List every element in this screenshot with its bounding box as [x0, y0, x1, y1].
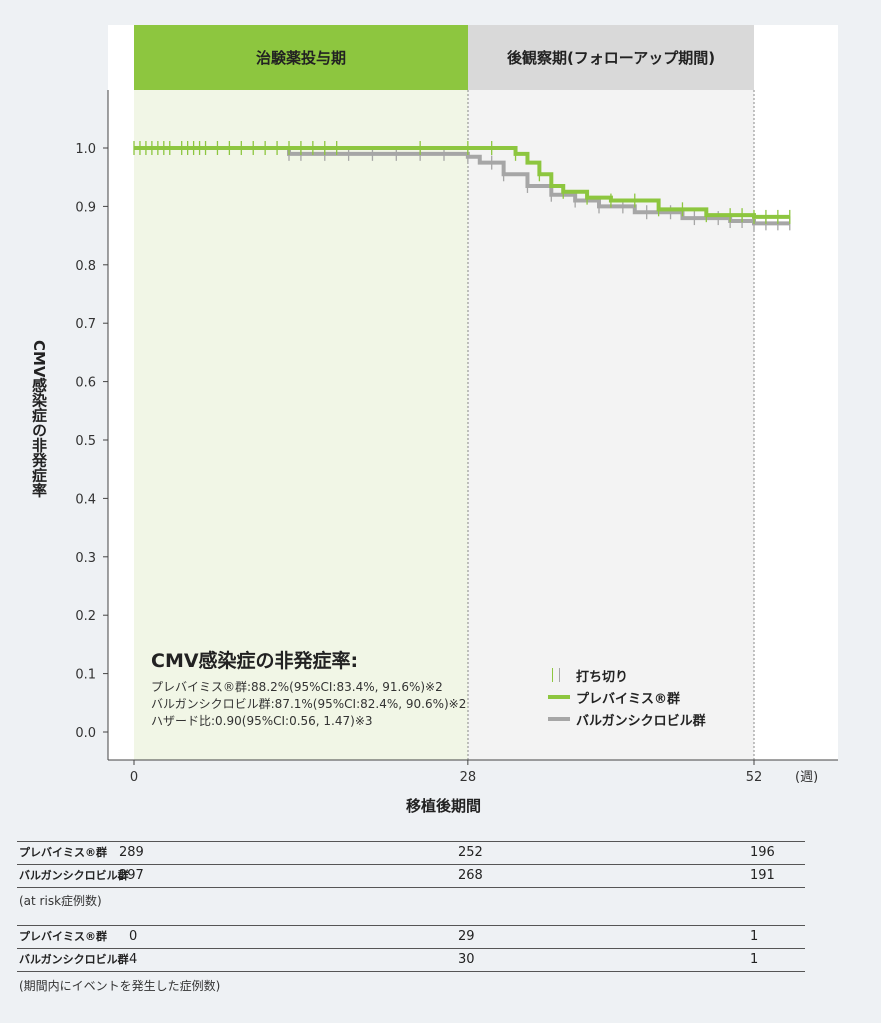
legend-prevymis-label: プレバイミス®群 — [576, 691, 681, 707]
stats-line-prevymis: プレバイミス®群:88.2%(95%CI:83.4%, 91.6%)※2 — [151, 680, 443, 694]
table-row: プレバイミス®群 289 252 196 — [17, 841, 805, 864]
legend-item-valganciclovir: バルガンシクロビル群 — [548, 708, 706, 730]
y-tick-label: 0.0 — [75, 726, 96, 741]
cell-week28: 252 — [458, 845, 483, 860]
row-label: プレバイミス®群 — [19, 846, 107, 859]
y-tick-label: 0.4 — [75, 492, 96, 507]
cell-week0: 4 — [129, 952, 138, 967]
table-row: バルガンシクロビル群 297 268 191 — [17, 864, 805, 888]
y-tick-label: 1.0 — [75, 142, 96, 157]
cell-week0: 0 — [129, 929, 138, 944]
row-label: バルガンシクロビル群 — [19, 953, 129, 966]
legend: 打ち切り プレバイミス®群 バルガンシクロビル群 — [548, 664, 706, 730]
treatment-region-bg — [134, 90, 468, 760]
table-row: バルガンシクロビル群 4 30 1 — [17, 948, 805, 972]
at-risk-table: プレバイミス®群 289 252 196 バルガンシクロビル群 297 268 … — [17, 841, 805, 888]
legend-valganciclovir-label: バルガンシクロビル群 — [576, 713, 706, 729]
y-tick-label: 0.7 — [75, 317, 96, 332]
legend-swatch-gray — [548, 717, 570, 721]
stats-title: CMV感染症の非発症率: — [151, 650, 359, 672]
cell-week28: 30 — [458, 952, 475, 967]
cell-week28: 29 — [458, 929, 475, 944]
event-note: (期間内にイベントを発生した症例数) — [19, 979, 221, 993]
stats-line-valganciclovir: バルガンシクロビル群:87.1%(95%CI:82.4%, 90.6%)※2 — [151, 697, 467, 711]
followup-region-bg — [468, 90, 754, 760]
y-axis-label: CMV感染症の非発症率 — [30, 340, 48, 498]
legend-item-censor: 打ち切り — [548, 664, 706, 686]
stats-box: CMV感染症の非発症率: プレバイミス®群:88.2%(95%CI:83.4%,… — [151, 646, 466, 730]
x-tick-label: 0 — [130, 770, 138, 785]
y-tick-label: 0.6 — [75, 376, 96, 391]
y-axis-ticks: 0.0 0.1 0.2 0.3 0.4 0.5 0.6 0.7 0.8 0.9 1.0 — [75, 142, 108, 741]
series-layer — [133, 141, 791, 231]
x-axis-ticks: 0 28 52 — [130, 760, 762, 785]
cell-week52: 1 — [750, 929, 759, 944]
cell-week52: 191 — [750, 868, 775, 883]
legend-swatch-green — [548, 695, 570, 699]
x-axis-label: 移植後期間 — [405, 797, 481, 815]
x-axis-label-wrap: 移植後期間 — [0, 795, 881, 816]
censor-mark-icon — [548, 668, 570, 682]
treatment-phase-band — [134, 25, 468, 90]
legend-item-prevymis: プレバイミス®群 — [548, 686, 706, 708]
y-tick-label: 0.3 — [75, 551, 96, 566]
cell-week0: 289 — [119, 845, 144, 860]
cell-week0: 297 — [119, 868, 144, 883]
cell-week52: 1 — [750, 952, 759, 967]
km-chart: 治験薬投与期 後観察期(フォローアップ期間) 0.00.10.20.30.40.… — [75, 25, 838, 785]
row-label: プレバイミス®群 — [19, 930, 107, 943]
x-tick-label: 28 — [460, 770, 477, 785]
stats-line-hazard-ratio: ハザード比:0.90(95%CI:0.56, 1.47)※3 — [151, 714, 373, 728]
table-row: プレバイミス®群 0 29 1 — [17, 925, 805, 948]
y-tick-label: 0.9 — [75, 200, 96, 215]
cell-week28: 268 — [458, 868, 483, 883]
y-tick-label: 0.5 — [75, 434, 96, 449]
treatment-phase-label: 治験薬投与期 — [256, 49, 346, 67]
y-tick-label: 0.2 — [75, 609, 96, 624]
x-unit-label: (週) — [795, 770, 818, 785]
y-tick-label: 0.1 — [75, 668, 96, 683]
cell-week52: 196 — [750, 845, 775, 860]
series-prevymis — [133, 141, 791, 224]
followup-phase-label: 後観察期(フォローアップ期間) — [506, 49, 715, 67]
at-risk-note: (at risk症例数) — [19, 894, 102, 908]
row-label: バルガンシクロビル群 — [19, 869, 129, 882]
followup-phase-band — [468, 25, 754, 90]
x-tick-label: 52 — [746, 770, 763, 785]
legend-censor-label: 打ち切り — [576, 669, 629, 685]
y-tick-label: 0.8 — [75, 259, 96, 274]
event-table: プレバイミス®群 0 29 1 バルガンシクロビル群 4 30 1 — [17, 925, 805, 972]
